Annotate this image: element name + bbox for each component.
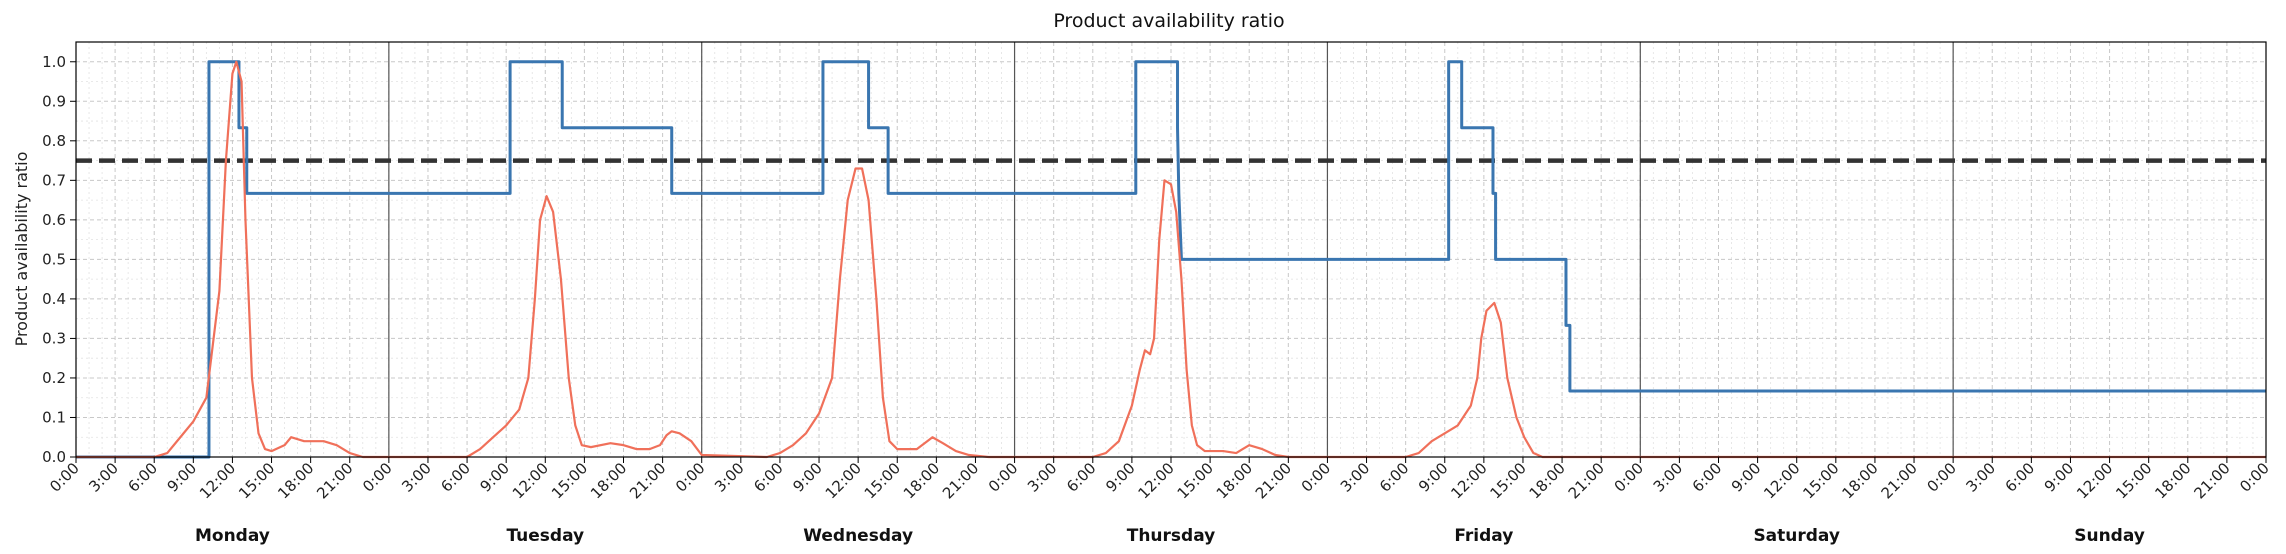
y-tick-label: 0.7 <box>42 171 66 189</box>
y-tick-label: 0.1 <box>42 408 66 426</box>
y-tick-label: 0.0 <box>42 448 66 466</box>
chart-title: Product availability ratio <box>1053 10 1284 32</box>
series-2-line <box>76 60 2266 459</box>
series-1-line <box>76 60 2266 459</box>
y-tick-label: 0.2 <box>42 369 66 387</box>
y-tick-label: 0.5 <box>42 250 66 268</box>
series-layer <box>76 60 2266 459</box>
y-tick-label: 0.4 <box>42 290 66 308</box>
day-label: Monday <box>195 526 270 546</box>
day-label: Saturday <box>1753 526 1840 546</box>
day-label: Wednesday <box>803 526 913 546</box>
y-tick-label: 0.3 <box>42 329 66 347</box>
grid-layer <box>75 42 2267 458</box>
day-label: Tuesday <box>506 526 584 546</box>
y-tick-label: 0.9 <box>42 92 66 110</box>
day-label: Sunday <box>2074 526 2145 546</box>
y-tick-label: 0.6 <box>42 211 66 229</box>
y-tick-label: 0.8 <box>42 132 66 150</box>
y-tick-label: 1.0 <box>42 53 66 71</box>
day-label: Friday <box>1454 526 1513 546</box>
y-axis-label: Product availability ratio <box>12 152 31 347</box>
day-label: Thursday <box>1127 526 1216 546</box>
